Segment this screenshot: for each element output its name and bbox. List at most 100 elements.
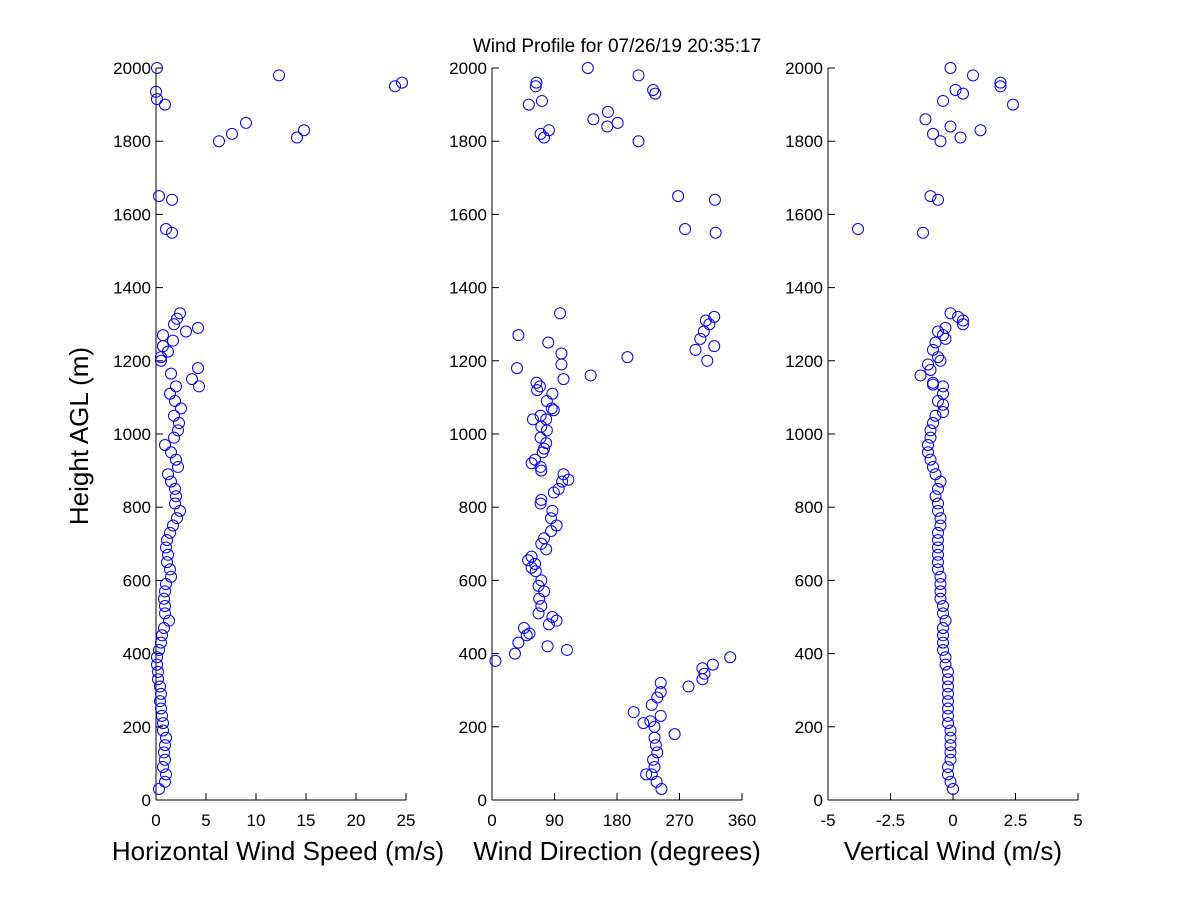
data-point <box>927 343 939 356</box>
data-point <box>709 226 722 239</box>
x-tick-label: 20 <box>347 811 366 830</box>
data-point <box>937 387 949 400</box>
data-point <box>545 512 558 525</box>
data-point <box>536 94 548 107</box>
data-point <box>942 687 954 700</box>
data-point <box>651 746 664 759</box>
data-point <box>160 541 172 554</box>
data-point <box>924 453 937 466</box>
data-point <box>159 753 171 766</box>
y-tick-label: 1600 <box>113 205 151 224</box>
data-point <box>533 380 546 393</box>
data-point <box>932 193 944 206</box>
data-point <box>554 307 567 320</box>
data-point <box>932 548 944 561</box>
data-point <box>934 135 947 148</box>
data-point <box>535 600 548 613</box>
data-point <box>542 618 555 631</box>
data-point <box>160 578 172 591</box>
data-point <box>929 468 942 481</box>
data-point <box>158 621 170 634</box>
data-point <box>240 116 252 129</box>
data-point <box>489 654 502 667</box>
data-point <box>924 424 937 437</box>
data-point <box>534 497 547 510</box>
data-point <box>542 124 555 137</box>
y-tick-label: 1000 <box>449 425 487 444</box>
data-point <box>550 614 563 627</box>
data-point <box>180 325 192 338</box>
data-point <box>511 362 523 375</box>
horizontal-wind-speed-points <box>150 62 408 796</box>
data-point <box>952 310 964 323</box>
x-tick-label: 0 <box>948 811 957 830</box>
data-point <box>929 409 942 422</box>
y-tick-label: 400 <box>459 645 487 664</box>
data-point <box>939 321 952 334</box>
data-point <box>924 431 937 444</box>
data-point <box>165 367 177 380</box>
data-point <box>587 113 600 126</box>
data-point <box>942 680 954 693</box>
data-point <box>165 475 177 488</box>
data-point <box>157 717 169 730</box>
data-point <box>934 519 947 532</box>
data-point <box>168 318 180 331</box>
data-point <box>532 579 545 592</box>
data-point <box>173 417 185 430</box>
vertical-wind-points <box>852 62 1019 796</box>
data-point <box>937 636 949 649</box>
data-point <box>151 651 163 664</box>
data-point <box>161 534 173 547</box>
data-point <box>162 548 174 561</box>
data-point <box>937 600 949 613</box>
data-point <box>922 446 934 459</box>
data-point <box>919 113 932 126</box>
data-point <box>932 497 944 510</box>
horizontal-wind-speed-axes: 0 200 400 600 800 1000 1200 1400 1600 1800 2000 0 5 1… <box>113 59 415 830</box>
data-point <box>852 223 864 236</box>
x-tick-label: 25 <box>397 811 416 830</box>
data-point <box>522 98 535 111</box>
data-point <box>525 550 538 563</box>
data-point <box>932 541 944 554</box>
data-point <box>944 731 957 744</box>
data-point <box>155 354 167 367</box>
data-point <box>932 563 944 576</box>
data-point <box>547 404 560 417</box>
data-point <box>169 497 181 510</box>
data-point <box>584 369 597 382</box>
vertical-wind-panel: 0 200 400 600 800 1000 1200 1400 1600 1800 2000 -5 -… <box>785 59 1083 866</box>
data-point <box>932 325 944 338</box>
data-point <box>556 475 569 488</box>
data-point <box>535 574 548 587</box>
data-point <box>522 554 535 567</box>
data-point <box>724 651 737 664</box>
data-point <box>648 761 661 774</box>
data-point <box>696 662 709 675</box>
data-point <box>557 373 570 386</box>
data-point <box>167 334 179 347</box>
data-point <box>159 585 171 598</box>
data-point <box>546 504 559 517</box>
data-point <box>175 402 187 415</box>
data-point <box>654 686 667 699</box>
y-tick-label: 1800 <box>785 132 823 151</box>
data-point <box>534 409 547 422</box>
data-point <box>555 358 568 371</box>
data-point <box>942 717 954 730</box>
data-point <box>654 676 667 689</box>
data-point <box>213 135 225 148</box>
data-point <box>708 340 721 353</box>
data-point <box>645 768 658 781</box>
data-point <box>157 329 169 342</box>
x-tick-label: 0 <box>151 811 160 830</box>
horizontal-wind-speed-panel: 0 200 400 600 800 1000 1200 1400 1600 1800 2000 0 5 1… <box>112 59 444 866</box>
data-point <box>682 680 695 693</box>
data-point <box>153 643 165 656</box>
data-point <box>546 611 559 623</box>
y-tick-label: 600 <box>795 571 823 590</box>
data-point <box>944 724 957 737</box>
data-point <box>512 636 525 649</box>
